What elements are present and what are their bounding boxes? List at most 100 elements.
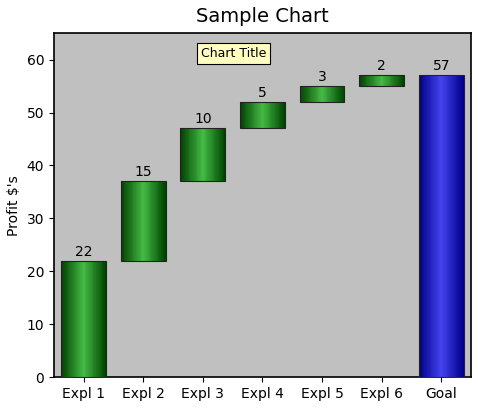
Bar [123,182,124,261]
Bar [245,102,246,129]
Bar [146,182,147,261]
Bar [159,182,160,261]
Bar [162,182,163,261]
Bar [206,129,207,182]
Bar [359,75,360,86]
Bar [140,182,141,261]
Bar [121,182,165,261]
Bar [100,261,101,377]
Bar [267,102,268,129]
Bar [277,102,278,129]
Bar [207,129,208,182]
Text: 3: 3 [318,70,326,84]
Bar [258,102,259,129]
Bar [421,75,422,377]
Bar [312,86,313,102]
Bar [362,75,363,86]
Bar [70,261,71,377]
Bar [455,75,456,377]
Bar [161,182,162,261]
Bar [450,75,451,377]
Bar [270,102,271,129]
Y-axis label: Profit $'s: Profit $'s [7,175,21,235]
Bar [205,129,206,182]
Bar [396,75,397,86]
Bar [309,86,310,102]
Bar [252,102,253,129]
Bar [261,102,262,129]
Bar [365,75,366,86]
Bar [68,261,69,377]
Bar [274,102,275,129]
Bar [439,75,440,377]
Bar [449,75,450,377]
Bar [251,102,252,129]
Bar [278,102,279,129]
Bar [380,75,381,86]
Bar [125,182,126,261]
Bar [372,75,373,86]
Bar [400,75,401,86]
Bar [322,86,323,102]
Bar [377,75,378,86]
Bar [364,75,365,86]
Bar [335,86,336,102]
Bar [453,75,454,377]
Bar [247,102,248,129]
Bar [376,75,377,86]
Bar [223,129,224,182]
Bar [94,261,95,377]
Bar [284,102,285,129]
Bar [145,182,146,261]
Bar [84,261,85,377]
Bar [320,86,321,102]
Bar [373,75,374,86]
Bar [256,102,257,129]
Bar [87,261,88,377]
Bar [203,129,204,182]
Bar [338,86,339,102]
Bar [393,75,394,86]
Bar [208,129,209,182]
Bar [435,75,436,377]
Bar [128,182,129,261]
Bar [445,75,446,377]
Bar [74,261,75,377]
Bar [399,75,400,86]
Bar [181,129,182,182]
Bar [459,75,460,377]
Bar [199,129,200,182]
Bar [316,86,317,102]
Bar [456,75,457,377]
Bar [188,129,189,182]
Bar [260,102,261,129]
Bar [381,75,382,86]
Bar [433,75,434,377]
Bar [369,75,370,86]
Bar [451,75,452,377]
Bar [434,75,435,377]
Bar [75,261,76,377]
Bar [152,182,153,261]
Bar [367,75,368,86]
Bar [102,261,103,377]
Bar [101,261,102,377]
Bar [395,75,396,86]
Bar [436,75,437,377]
Bar [371,75,372,86]
Bar [384,75,385,86]
Bar [185,129,186,182]
Bar [62,261,63,377]
Bar [105,261,106,377]
Bar [99,261,100,377]
Bar [243,102,244,129]
Bar [210,129,211,182]
Bar [257,102,258,129]
Bar [67,261,68,377]
Bar [333,86,334,102]
Bar [266,102,267,129]
Bar [254,102,255,129]
Bar [79,261,80,377]
Bar [133,182,134,261]
Bar [341,86,342,102]
